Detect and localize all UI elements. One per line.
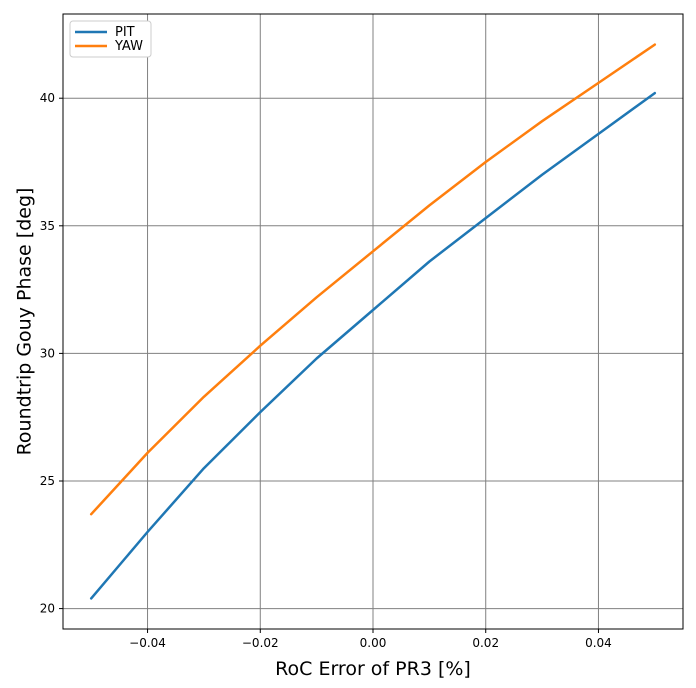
x-tick-label: 0.00 [360, 636, 387, 650]
y-axis-title: Roundtrip Gouy Phase [deg] [14, 188, 36, 456]
legend-label-pit: PIT [115, 25, 135, 40]
x-tick-label: 0.02 [472, 636, 499, 650]
x-tick-label: 0.04 [585, 636, 612, 650]
y-tick-label: 25 [40, 474, 55, 488]
axis-ticks: −0.04 −0.02 0.00 0.02 0.04 20 25 30 35 40 [40, 91, 612, 650]
legend: PIT YAW [69, 20, 152, 58]
series-line-yaw [89, 43, 657, 516]
x-tick-label: −0.04 [129, 636, 166, 650]
y-tick-label: 20 [40, 602, 55, 616]
legend-box [69, 20, 152, 58]
y-tick-label: 30 [40, 346, 55, 360]
series-lines [89, 43, 657, 600]
series-line-pit [89, 91, 657, 600]
x-axis-title: RoC Error of PR3 [%] [275, 658, 471, 680]
grid-lines [63, 14, 683, 629]
legend-label-yaw: YAW [114, 39, 143, 54]
y-tick-label: 35 [40, 219, 55, 233]
y-tick-label: 40 [40, 91, 55, 105]
x-tick-label: −0.02 [242, 636, 279, 650]
